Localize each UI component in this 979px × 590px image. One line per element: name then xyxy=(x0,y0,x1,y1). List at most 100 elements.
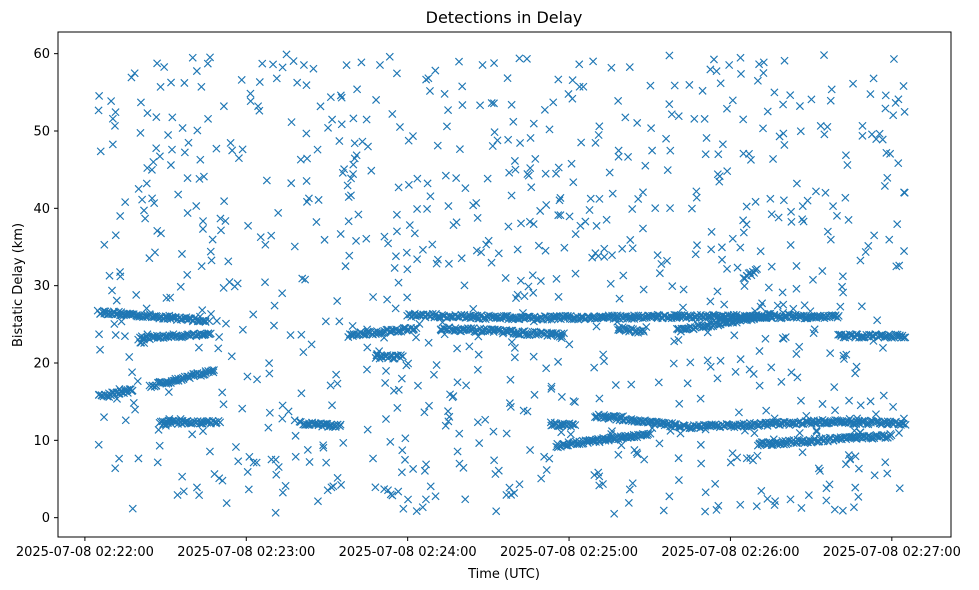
detection-marker xyxy=(657,259,666,268)
detection-marker xyxy=(676,429,685,438)
detection-marker xyxy=(353,85,362,94)
detection-marker xyxy=(96,147,105,156)
detection-marker xyxy=(381,415,390,424)
detection-marker xyxy=(431,66,440,75)
detection-marker xyxy=(215,333,224,342)
detection-marker xyxy=(418,503,427,512)
detection-marker xyxy=(626,235,635,244)
detection-marker xyxy=(452,174,461,183)
detection-marker xyxy=(494,466,503,475)
detection-marker xyxy=(212,316,221,325)
detection-marker xyxy=(897,333,906,342)
detection-marker xyxy=(901,420,910,429)
detection-marker xyxy=(627,380,636,389)
detection-marker xyxy=(272,74,281,83)
detection-marker xyxy=(764,283,773,292)
detection-marker xyxy=(323,486,332,495)
detection-marker xyxy=(778,288,787,297)
detection-marker xyxy=(552,274,561,283)
detection-marker xyxy=(674,454,683,463)
detection-marker xyxy=(136,98,145,107)
detection-marker xyxy=(619,412,628,421)
detection-marker xyxy=(319,443,328,452)
detection-marker xyxy=(312,420,321,429)
detection-marker xyxy=(554,75,563,84)
detection-marker xyxy=(701,425,710,434)
detection-marker xyxy=(706,65,715,74)
detection-marker xyxy=(490,128,499,137)
detection-marker xyxy=(295,417,304,426)
detection-marker xyxy=(149,157,158,167)
detection-marker xyxy=(350,139,359,148)
detection-marker xyxy=(541,169,550,178)
detection-marker xyxy=(349,160,358,169)
detection-marker xyxy=(167,78,176,87)
detection-marker xyxy=(646,429,655,438)
detection-marker xyxy=(740,426,749,435)
detection-marker xyxy=(640,455,649,464)
detection-marker xyxy=(751,307,760,316)
detection-marker xyxy=(849,79,858,88)
detection-marker xyxy=(740,282,749,291)
detection-marker xyxy=(759,124,768,133)
detection-marker xyxy=(165,414,174,423)
detection-marker xyxy=(749,456,758,465)
detection-marker xyxy=(792,284,801,293)
detection-marker xyxy=(739,115,748,124)
detection-marker xyxy=(120,332,129,341)
detection-marker xyxy=(670,81,679,90)
detection-marker xyxy=(595,194,604,203)
detection-marker xyxy=(568,76,577,85)
detection-marker xyxy=(751,197,760,206)
detection-marker xyxy=(131,405,140,414)
detection-marker xyxy=(209,366,218,375)
detection-marker xyxy=(174,190,183,199)
detection-marker xyxy=(373,349,382,358)
detection-marker xyxy=(526,133,535,142)
detection-marker xyxy=(780,56,789,65)
detection-marker xyxy=(152,144,161,153)
detection-marker xyxy=(825,480,834,489)
detection-marker xyxy=(265,369,274,378)
detection-marker xyxy=(381,378,390,387)
detection-marker xyxy=(787,368,796,377)
detection-marker xyxy=(139,206,148,215)
detection-marker xyxy=(432,361,441,370)
detection-marker xyxy=(716,79,725,88)
detection-marker xyxy=(836,302,845,311)
detection-marker xyxy=(405,221,414,230)
detection-marker xyxy=(134,184,143,193)
detection-marker xyxy=(440,330,449,339)
detection-marker xyxy=(655,439,664,448)
detection-marker xyxy=(779,308,788,317)
detection-marker xyxy=(507,191,516,200)
detection-marker xyxy=(489,427,498,436)
detection-marker xyxy=(313,497,322,506)
detection-marker xyxy=(386,437,395,446)
detection-marker xyxy=(588,253,597,262)
detection-marker xyxy=(889,111,898,120)
detection-marker xyxy=(423,204,432,213)
detection-marker xyxy=(707,245,716,254)
detection-marker xyxy=(899,414,908,423)
detection-marker xyxy=(545,125,554,134)
detection-marker xyxy=(220,197,229,206)
detection-marker xyxy=(249,310,258,319)
detection-marker xyxy=(474,350,483,359)
detection-marker xyxy=(298,274,307,283)
detection-marker xyxy=(716,356,725,365)
detection-marker xyxy=(333,297,342,306)
detection-marker xyxy=(234,154,243,163)
detection-marker xyxy=(105,393,114,402)
detection-marker xyxy=(173,490,182,499)
detection-marker xyxy=(736,500,745,509)
detection-marker xyxy=(152,113,161,122)
detection-marker xyxy=(554,163,563,172)
detection-marker xyxy=(610,411,619,420)
detection-marker xyxy=(709,55,718,64)
detection-marker xyxy=(575,82,584,91)
detection-marker xyxy=(262,176,271,185)
detection-marker xyxy=(198,306,207,315)
detection-marker xyxy=(433,141,442,150)
x-tick-label: 2025-07-08 02:25:00 xyxy=(500,545,638,560)
